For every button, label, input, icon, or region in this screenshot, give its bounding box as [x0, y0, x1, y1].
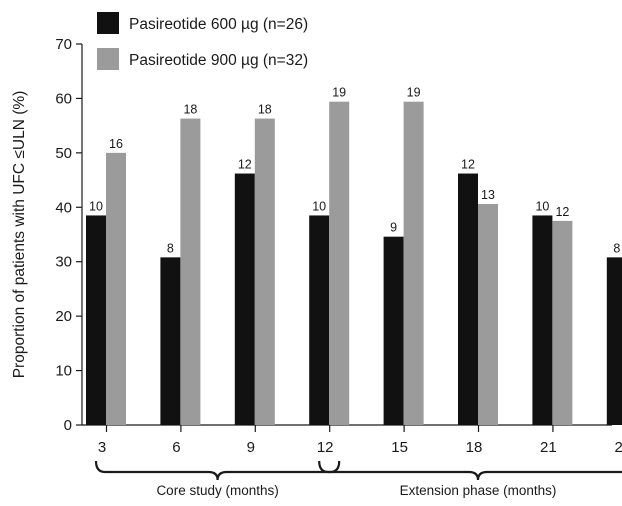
bar-value-label: 12 [555, 205, 569, 219]
group-brace [94, 460, 341, 481]
bar-value-label: 8 [613, 241, 620, 255]
bar-pasireotide-900 [552, 220, 573, 425]
legend-label: Pasireotide 600 µg (n=26) [129, 16, 308, 33]
bar-pasireotide-600 [160, 257, 181, 425]
group-label: Extension phase (months) [400, 483, 557, 498]
x-tick-label: 21 [540, 439, 557, 456]
y-axis-label: Proportion of patients with UFC ≤ULN (%) [11, 91, 28, 379]
y-tick-label: 0 [64, 417, 72, 434]
legend-swatch [97, 48, 119, 70]
x-tick-label: 3 [98, 439, 106, 456]
bar-pasireotide-600 [458, 173, 478, 425]
x-tick-label: 9 [247, 439, 255, 456]
bar-pasireotide-600 [606, 257, 622, 425]
bar-value-label: 10 [535, 199, 549, 213]
y-tick-label: 70 [55, 36, 72, 53]
bar-pasireotide-600 [234, 173, 255, 425]
bar-pasireotide-600 [383, 236, 404, 425]
bar-value-label: 8 [167, 241, 174, 255]
y-tick-label: 30 [55, 254, 72, 271]
y-tick-label: 40 [55, 199, 72, 216]
y-tick-label: 50 [55, 145, 72, 162]
legend-swatch [97, 12, 119, 34]
bar-pasireotide-900 [106, 152, 126, 425]
bar-pasireotide-900 [180, 118, 201, 426]
group-label: Core study (months) [156, 483, 278, 498]
bar-pasireotide-900 [478, 204, 498, 425]
bar-value-label: 10 [312, 199, 326, 213]
bar-value-label: 13 [481, 188, 495, 202]
bar-value-label: 19 [332, 86, 346, 100]
group-brace [318, 460, 622, 481]
bar-pasireotide-900 [254, 118, 275, 426]
bar-pasireotide-600 [309, 215, 330, 425]
x-tick-label: 18 [466, 439, 483, 456]
legend-label: Pasireotide 900 µg (n=32) [129, 52, 308, 69]
bar-value-label: 10 [89, 199, 103, 213]
x-tick-label: 24 [614, 439, 622, 456]
bar-pasireotide-600 [532, 215, 553, 425]
bar-value-label: 9 [390, 221, 397, 235]
x-tick-label: 15 [391, 439, 408, 456]
x-tick-label: 12 [317, 439, 334, 456]
x-tick-label: 6 [172, 439, 180, 456]
bar-value-label: 19 [407, 86, 421, 100]
bar-value-label: 12 [238, 158, 252, 172]
bar-pasireotide-600 [86, 215, 106, 425]
bar-value-label: 16 [109, 137, 123, 151]
bar-value-label: 18 [183, 103, 197, 117]
y-tick-label: 20 [55, 308, 72, 325]
bar-value-label: 18 [258, 103, 272, 117]
bar-pasireotide-900 [329, 101, 350, 426]
bar-pasireotide-900 [403, 101, 424, 426]
bar-value-label: 12 [461, 158, 475, 172]
y-tick-label: 10 [55, 363, 72, 380]
y-tick-label: 60 [55, 90, 72, 107]
